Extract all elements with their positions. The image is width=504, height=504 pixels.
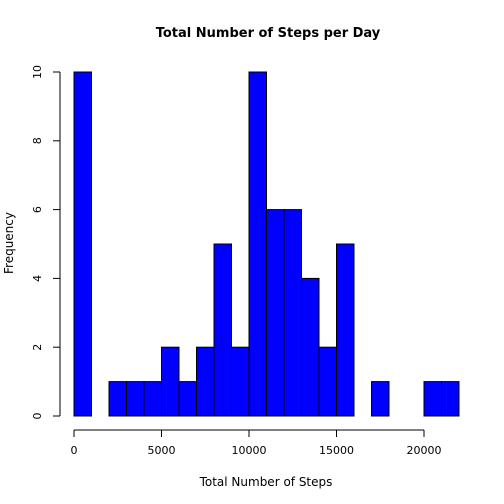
x-tick-label: 10000: [232, 444, 267, 457]
y-ticks-group: 0 2 4 6 8 10: [31, 65, 60, 420]
histogram-bar: [318, 346, 337, 417]
y-tick-label: 6: [31, 206, 44, 213]
y-tick-label: 4: [31, 275, 44, 282]
x-tick-label: 15000: [319, 444, 354, 457]
histogram-bar: [213, 243, 232, 417]
x-ticks-group: 0 5000 10000 15000 20000: [71, 430, 442, 457]
histogram-bar: [231, 346, 250, 417]
histogram-bar: [283, 209, 302, 417]
y-tick-label: 10: [31, 65, 44, 79]
histogram-bar: [196, 346, 215, 417]
histogram-bar: [423, 381, 442, 417]
x-axis-label: Total Number of Steps: [199, 475, 333, 489]
histogram-bar: [336, 243, 355, 417]
x-tick-label: 5000: [148, 444, 176, 457]
x-tick-label: 20000: [407, 444, 442, 457]
y-axis-label: Frequency: [2, 212, 16, 274]
histogram-bar: [126, 381, 145, 417]
histogram-bar: [371, 381, 390, 417]
histogram-bar: [143, 381, 162, 417]
x-tick-label: 0: [71, 444, 78, 457]
y-tick-label: 8: [31, 137, 44, 144]
histogram-bar: [301, 277, 320, 417]
histogram-bar: [441, 381, 460, 417]
y-tick-label: 2: [31, 344, 44, 351]
histogram-bar: [73, 71, 92, 417]
histogram-bar: [266, 209, 285, 417]
histogram-bar: [248, 71, 267, 417]
y-tick-label: 0: [31, 413, 44, 420]
histogram-bar: [161, 346, 180, 417]
histogram-bar: [178, 381, 197, 417]
bars-group: [73, 71, 460, 417]
chart-title: Total Number of Steps per Day: [156, 26, 381, 41]
histogram-bar: [108, 381, 127, 417]
